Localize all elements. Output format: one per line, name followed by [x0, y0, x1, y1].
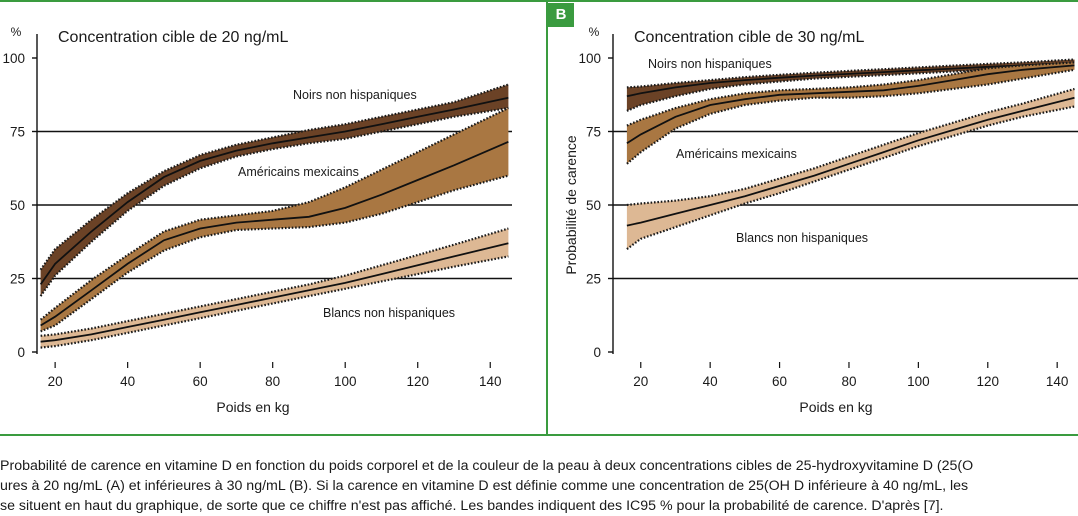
series-label: Blancs non hispaniques: [736, 231, 868, 245]
ci-lower-edge: [626, 105, 1075, 250]
caption-line-2: ures à 20 ng/mL (A) et inférieures à 30 …: [0, 478, 969, 494]
ci-band: [40, 228, 509, 348]
x-axis-label: Poids en kg: [216, 399, 289, 415]
ci-upper-edge: [626, 58, 1075, 89]
series-label: Américains mexicains: [238, 165, 359, 179]
series-label: Noirs non hispaniques: [648, 57, 772, 71]
x-tick-label: 100: [334, 374, 357, 389]
series-line: [39, 96, 509, 285]
x-tick-label: 120: [406, 374, 429, 389]
y-tick-label: 0: [17, 345, 25, 360]
x-axis-label: Poids en kg: [799, 399, 872, 415]
x-tick-label: 20: [48, 374, 63, 389]
y-unit-label: %: [11, 25, 22, 39]
y-axis-label: Probabilité de carence: [563, 135, 579, 275]
series-label: Blancs non hispaniques: [323, 306, 455, 320]
series-label: Noirs non hispaniques: [293, 88, 417, 102]
x-tick-label: 80: [265, 374, 280, 389]
y-tick-label: 75: [586, 125, 601, 140]
series-label: Américains mexicains: [676, 147, 797, 161]
x-tick-label: 60: [193, 374, 208, 389]
chart-title: Concentration cible de 30 ng/mL: [634, 29, 864, 46]
y-tick-label: 25: [586, 272, 601, 287]
y-tick-label: 50: [10, 198, 25, 213]
ci-lower-edge: [40, 174, 509, 333]
x-tick-label: 100: [907, 374, 930, 389]
ci-lower-edge: [626, 65, 1075, 112]
y-tick-label: 50: [586, 198, 601, 213]
ci-upper-edge: [626, 87, 1075, 207]
chart-panel-a: Noirs non hispaniques Américains mexicain…: [2, 25, 512, 415]
ci-lower-edge: [39, 106, 509, 297]
ci-upper-edge: [626, 61, 1075, 127]
ci-lower-edge: [40, 255, 509, 349]
chart-title: Concentration cible de 20 ng/mL: [58, 29, 288, 46]
x-tick-label: 40: [120, 374, 135, 389]
x-tick-label: 60: [772, 374, 787, 389]
x-tick-label: 20: [633, 374, 648, 389]
series-line: [626, 96, 1075, 227]
x-tick-label: 140: [1046, 374, 1069, 389]
figure-frame: B Noirs non hispaniques Américains mexica…: [0, 0, 1078, 436]
ci-band: [626, 62, 1075, 164]
x-tick-label: 140: [479, 374, 502, 389]
x-tick-label: 80: [841, 374, 856, 389]
ci-upper-edge: [40, 227, 509, 337]
caption-line-1: Probabilité de carence en vitamine D en …: [0, 458, 974, 474]
ci-upper-edge: [39, 83, 509, 271]
ci-lower-edge: [626, 68, 1075, 165]
panel-divider: [546, 0, 548, 436]
y-tick-label: 0: [593, 345, 601, 360]
y-unit-label: %: [589, 25, 600, 39]
figure-caption: Probabilité de carence en vitamine D en …: [0, 456, 1078, 516]
panel-b-badge: B: [548, 3, 574, 27]
series-line: [626, 62, 1075, 98]
series-line: [626, 64, 1075, 145]
caption-line-3: se situent en haut du graphique, de sort…: [0, 498, 944, 514]
series-line: [40, 140, 509, 327]
panel-border-top: [0, 0, 1078, 2]
x-tick-label: 120: [977, 374, 1000, 389]
y-tick-label: 100: [2, 51, 25, 66]
ci-upper-edge: [39, 107, 509, 321]
panel-border-bottom: [0, 434, 1078, 436]
x-tick-label: 40: [703, 374, 718, 389]
series-line: [40, 242, 509, 343]
y-tick-label: 25: [10, 272, 25, 287]
y-tick-label: 75: [10, 125, 25, 140]
y-tick-label: 100: [578, 51, 601, 66]
chart-panel-b: Noirs non hispaniques Américains mexicain…: [563, 25, 1078, 415]
